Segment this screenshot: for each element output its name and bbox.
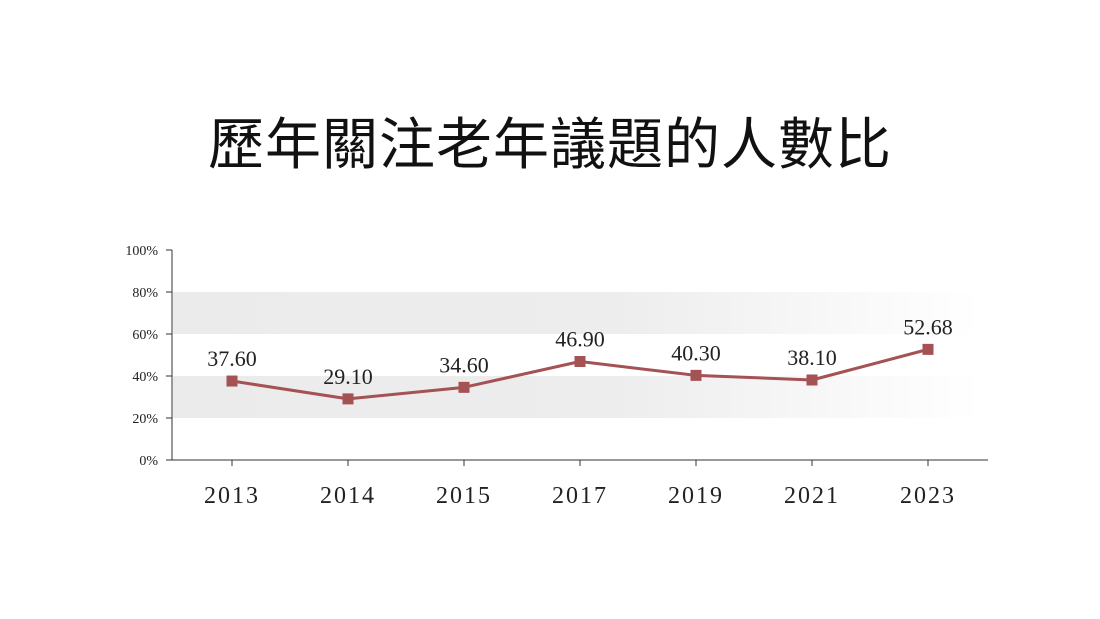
- x-tick-label: 2023: [900, 483, 956, 509]
- x-tick-label: 2013: [204, 483, 260, 509]
- y-tick-label: 40%: [132, 370, 158, 385]
- data-point-marker: [342, 393, 354, 405]
- y-tick-label: 100%: [125, 244, 158, 259]
- data-value-label: 40.30: [671, 340, 721, 365]
- x-tick-label: 2017: [552, 483, 608, 509]
- y-tick-label: 0%: [139, 454, 158, 469]
- data-point-marker: [690, 369, 702, 381]
- data-point-marker: [458, 381, 470, 393]
- y-tick-label: 20%: [132, 412, 158, 427]
- x-tick-label: 2015: [436, 483, 492, 509]
- data-value-label: 38.10: [787, 345, 837, 370]
- chart-title: 歷年關注老年議題的人數比: [208, 113, 892, 178]
- data-value-label: 37.60: [207, 346, 257, 371]
- data-value-label: 34.60: [439, 352, 489, 377]
- grid-band-60-80: [173, 292, 981, 334]
- data-value-label: 52.68: [903, 314, 953, 339]
- y-tick-label: 80%: [132, 286, 158, 301]
- grid-band-20-40: [173, 376, 981, 418]
- data-value-label: 46.90: [555, 327, 605, 352]
- series-markers: [226, 343, 934, 405]
- x-tick-label: 2019: [668, 483, 724, 509]
- data-point-marker: [574, 356, 586, 368]
- data-point-marker: [806, 374, 818, 386]
- data-value-label: 29.10: [323, 364, 373, 389]
- data-labels: 37.60 29.10 34.60 46.90 40.30 38.10 52.68: [207, 314, 953, 389]
- data-point-marker: [226, 375, 238, 387]
- x-tick-label: 2021: [784, 483, 840, 509]
- axes: 0% 20% 40% 60% 80% 100% 2013 2014 2015 2017 2019 20…: [125, 244, 988, 509]
- background-bands: [173, 292, 981, 418]
- x-tick-label: 2014: [320, 483, 376, 509]
- data-point-marker: [922, 343, 934, 355]
- y-tick-label: 60%: [132, 328, 158, 343]
